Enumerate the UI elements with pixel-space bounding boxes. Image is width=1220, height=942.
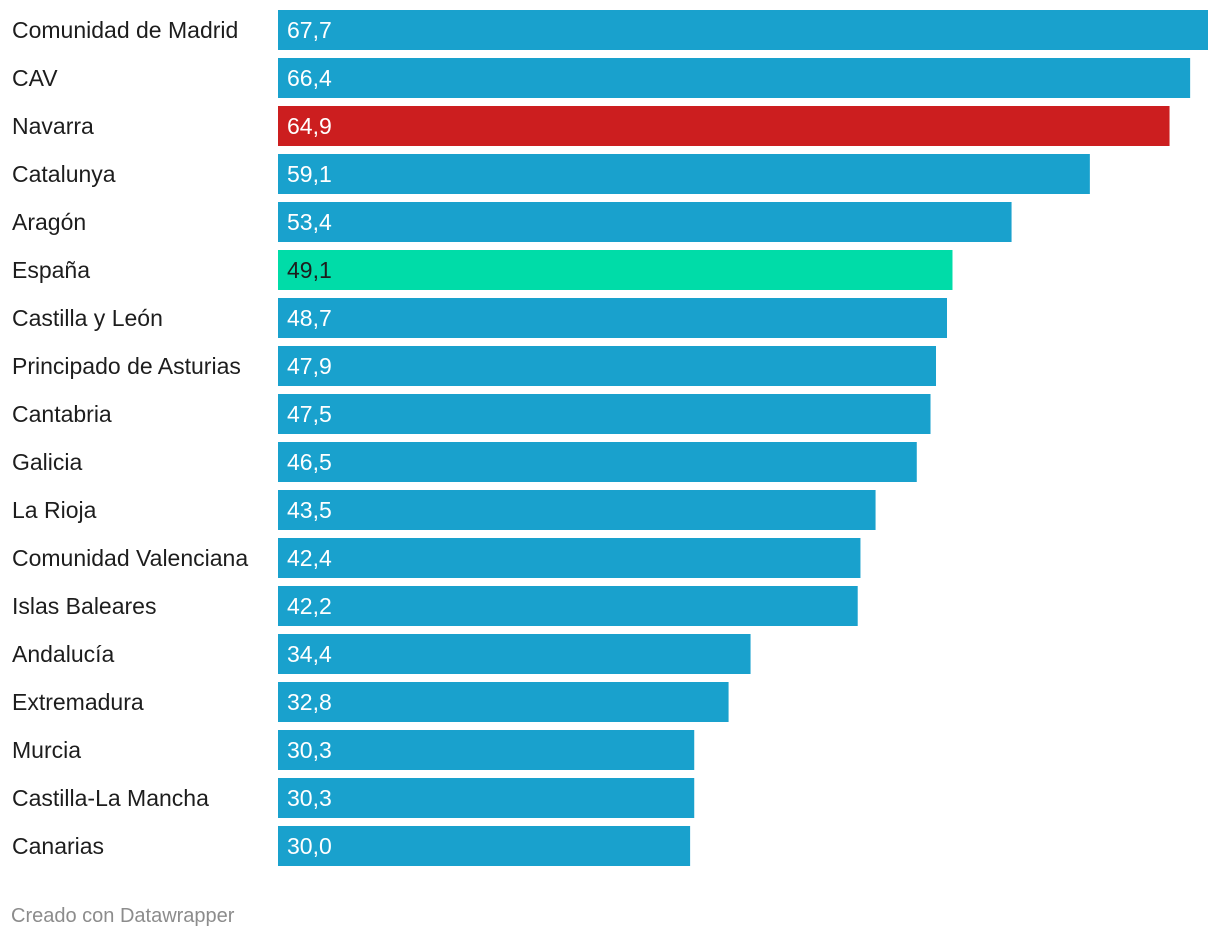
category-label: Catalunya (12, 161, 116, 187)
bar (278, 394, 931, 434)
bar (278, 106, 1170, 146)
bar (278, 250, 953, 290)
category-label: CAV (12, 65, 58, 91)
category-label: Aragón (12, 209, 86, 235)
bar-value-label: 30,3 (287, 737, 332, 763)
category-label: Comunidad Valenciana (12, 545, 248, 571)
bar-value-label: 34,4 (287, 641, 332, 667)
bar (278, 58, 1191, 98)
bar (278, 730, 695, 770)
category-label: Cantabria (12, 401, 112, 427)
category-label: Principado de Asturias (12, 353, 241, 379)
bar-value-label: 64,9 (287, 113, 332, 139)
bar (278, 538, 861, 578)
bar (278, 586, 858, 626)
bar (278, 490, 876, 530)
bar-value-label: 53,4 (287, 209, 332, 235)
category-label: Extremadura (12, 689, 144, 715)
category-label: Murcia (12, 737, 81, 763)
bar (278, 634, 751, 674)
bar-value-label: 49,1 (287, 257, 332, 283)
bar-value-label: 48,7 (287, 305, 332, 331)
bar-value-label: 43,5 (287, 497, 332, 523)
category-label: Navarra (12, 113, 94, 139)
category-label: Castilla y León (12, 305, 163, 331)
category-label: La Rioja (12, 497, 97, 523)
bar (278, 682, 729, 722)
bar-value-label: 46,5 (287, 449, 332, 475)
footer-credit[interactable]: Creado con Datawrapper (11, 905, 235, 927)
bar-value-label: 59,1 (287, 161, 332, 187)
bar-value-label: 42,4 (287, 545, 332, 571)
category-label: Comunidad de Madrid (12, 17, 238, 43)
category-label: Islas Baleares (12, 593, 156, 619)
category-label: Castilla-La Mancha (12, 785, 209, 811)
category-label: Canarias (12, 833, 104, 859)
bar (278, 778, 695, 818)
bar (278, 442, 917, 482)
category-label: España (12, 257, 90, 283)
bar-value-label: 67,7 (287, 17, 332, 43)
bar-value-label: 42,2 (287, 593, 332, 619)
bar (278, 346, 937, 386)
bar (278, 298, 947, 338)
bar-value-label: 66,4 (287, 65, 332, 91)
category-label: Galicia (12, 449, 83, 475)
bar-value-label: 47,5 (287, 401, 332, 427)
bar (278, 10, 1208, 50)
bar-chart: Comunidad de Madrid 67,7 CAV 66,4 Navarra 64,… (12, 10, 1208, 866)
bar (278, 826, 691, 866)
bar-value-label: 32,8 (287, 689, 332, 715)
bar-value-label: 47,9 (287, 353, 332, 379)
bar (278, 154, 1090, 194)
bar (278, 202, 1012, 242)
bar-value-label: 30,0 (287, 833, 332, 859)
bar-value-label: 30,3 (287, 785, 332, 811)
category-label: Andalucía (12, 641, 115, 667)
